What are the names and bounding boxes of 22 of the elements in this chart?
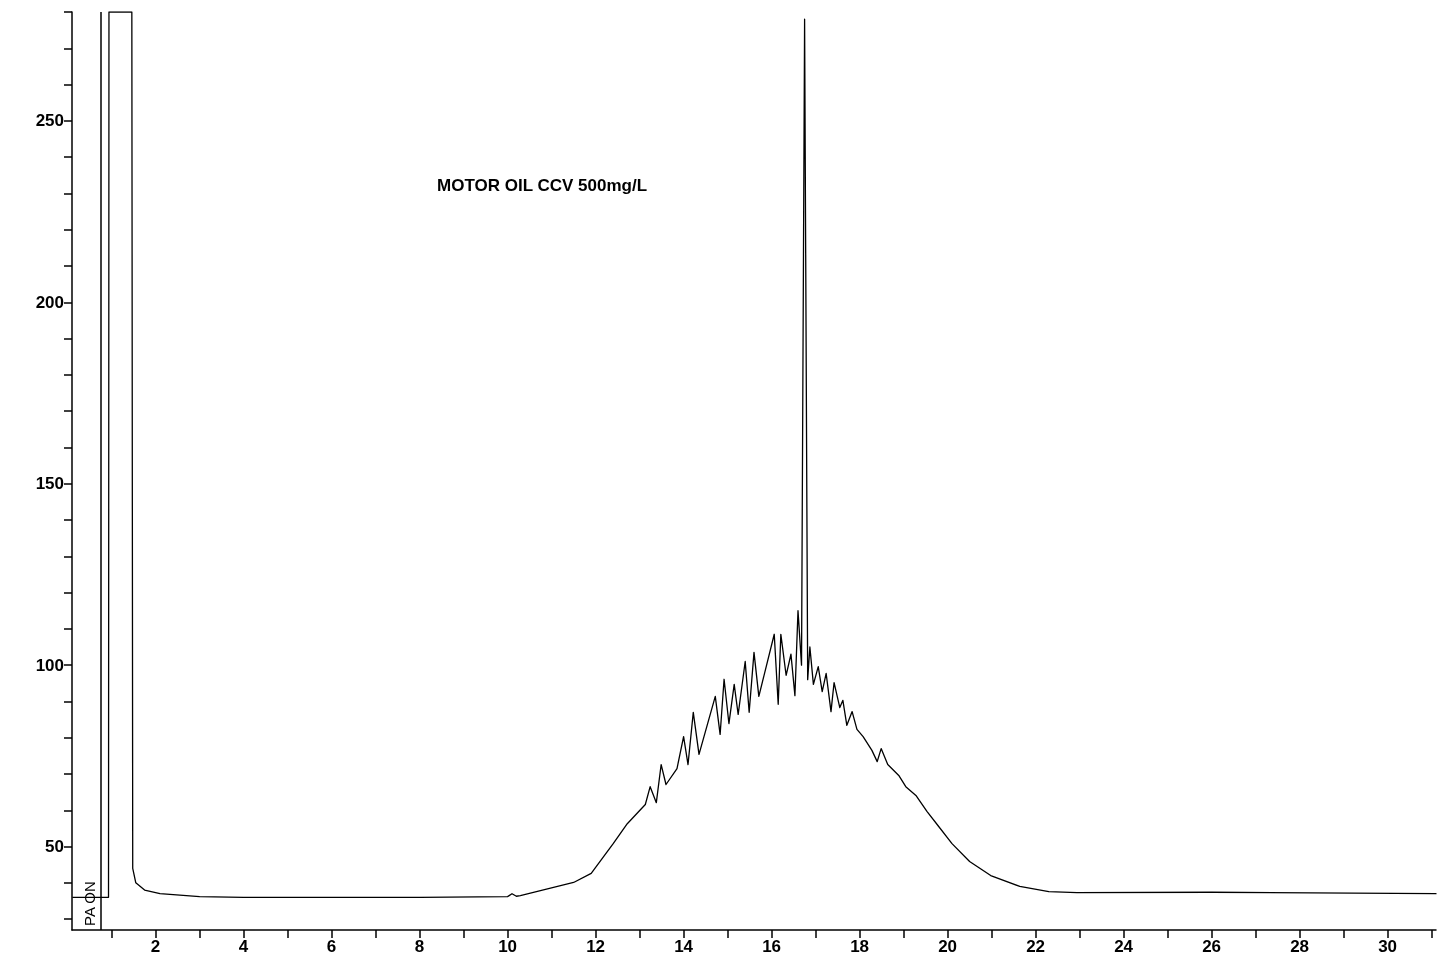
x-tick-label: 2 [150, 937, 161, 956]
y-tick-label: 250 [35, 111, 64, 131]
x-tick-label: 22 [1026, 937, 1046, 956]
x-tick-label: 14 [674, 937, 694, 956]
x-tick-label: 4 [238, 937, 249, 956]
x-tick-label: 16 [762, 937, 782, 956]
text: MOTOR OIL CCV 500mg/L [437, 176, 648, 195]
x-tick-label: 30 [1378, 937, 1398, 956]
x-tick-label: 24 [1114, 937, 1134, 956]
y-tick-label: 200 [35, 292, 64, 312]
y-tick-label: 100 [35, 655, 64, 675]
x-tick-label: 28 [1290, 937, 1310, 956]
y-tick-label: 150 [35, 474, 64, 494]
x-tick-label: 20 [938, 937, 958, 956]
x-tick-label: 6 [326, 937, 337, 956]
x-tick-label: 18 [850, 937, 870, 956]
y-tick-label: 50 [45, 837, 64, 857]
x-tick-label: 10 [498, 937, 518, 956]
ref-line-label: PA ON [80, 881, 98, 926]
x-tick-label: 12 [586, 937, 606, 956]
x-tick-label: 26 [1202, 937, 1222, 956]
x-tick-label: 8 [414, 937, 425, 956]
